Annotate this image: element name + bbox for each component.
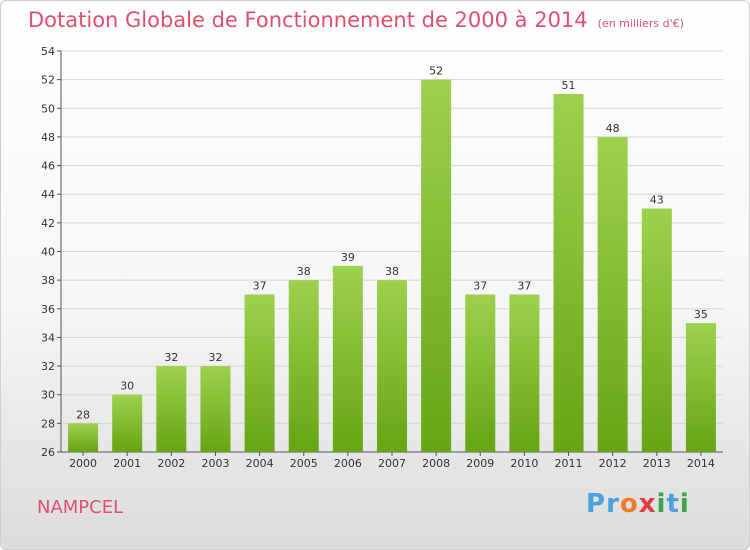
logo-letter: P (586, 489, 607, 519)
data-label: 32 (208, 351, 222, 364)
unit-note: (en milliers d'€) (597, 17, 684, 30)
logo-letter: o (619, 489, 639, 519)
x-tick-label: 2010 (510, 457, 538, 470)
bar (112, 394, 143, 452)
x-tick-label: 2006 (334, 457, 362, 470)
x-tick-label: 2000 (69, 457, 97, 470)
x-tick-label: 2009 (466, 457, 494, 470)
y-tick-label: 30 (41, 389, 55, 402)
y-tick-label: 48 (41, 131, 55, 144)
bar (641, 208, 672, 452)
data-label: 48 (606, 122, 620, 135)
x-tick-label: 2002 (157, 457, 185, 470)
data-label: 32 (164, 351, 178, 364)
bar (68, 423, 99, 452)
bar (685, 323, 716, 452)
y-tick-label: 26 (41, 446, 55, 459)
logo-letter: r (606, 489, 620, 519)
data-label: 28 (76, 408, 90, 421)
y-tick-label: 36 (41, 303, 55, 316)
y-tick-label: 50 (41, 102, 55, 115)
x-tick-label: 2005 (290, 457, 318, 470)
data-label: 37 (253, 279, 267, 292)
bar (509, 294, 540, 452)
x-tick-label: 2003 (201, 457, 229, 470)
bar (376, 280, 408, 452)
proxiti-logo[interactable]: Proxiti (586, 489, 690, 519)
x-tick-label: 2011 (555, 457, 583, 470)
y-tick-label: 52 (41, 74, 55, 87)
y-tick-label: 42 (41, 217, 55, 230)
bar (465, 294, 496, 452)
x-tick-label: 2007 (378, 457, 406, 470)
logo-letter: x (638, 489, 657, 519)
y-tick-label: 40 (41, 246, 55, 259)
chart-title-text: Dotation Globale de Fonctionnement de 20… (28, 8, 588, 32)
logo-letter: i (656, 489, 667, 519)
y-tick-label: 54 (41, 45, 55, 58)
y-tick-label: 38 (41, 274, 55, 287)
y-tick-label: 46 (41, 160, 55, 173)
x-tick-label: 2008 (422, 457, 450, 470)
bar (421, 79, 452, 453)
bar (156, 366, 187, 452)
data-label: 43 (650, 194, 664, 207)
data-label: 52 (429, 65, 443, 78)
data-label: 38 (297, 265, 311, 278)
bar (553, 93, 584, 452)
bar (200, 366, 231, 452)
data-label: 30 (120, 380, 134, 393)
x-tick-label: 2013 (643, 457, 671, 470)
bars (68, 79, 716, 453)
bar (244, 294, 275, 452)
data-label: 37 (517, 279, 531, 292)
data-label: 38 (385, 265, 399, 278)
bar (288, 280, 319, 452)
x-tick-label: 2012 (599, 457, 627, 470)
logo-letter: t (666, 489, 680, 519)
x-tick-label: 2014 (687, 457, 715, 470)
data-label: 51 (562, 79, 576, 92)
chart-title: Dotation Globale de Fonctionnement de 20… (28, 8, 684, 32)
x-tick-label: 2001 (113, 457, 141, 470)
y-tick-label: 32 (41, 360, 55, 373)
bar (597, 136, 628, 452)
y-tick-label: 28 (41, 417, 55, 430)
data-label: 37 (473, 279, 487, 292)
y-tick-label: 44 (41, 188, 55, 201)
y-tick-label: 34 (41, 331, 55, 344)
x-tick-label: 2004 (246, 457, 274, 470)
commune-name: NAMPCEL (37, 497, 124, 518)
data-label: 35 (694, 308, 708, 321)
data-label: 39 (341, 251, 355, 264)
logo-letter: i (679, 489, 690, 519)
bar (332, 265, 363, 452)
labels: 28 2000 30 2001 32 2002 32 2003 37 2004 38 2005 39 20… (69, 65, 715, 470)
